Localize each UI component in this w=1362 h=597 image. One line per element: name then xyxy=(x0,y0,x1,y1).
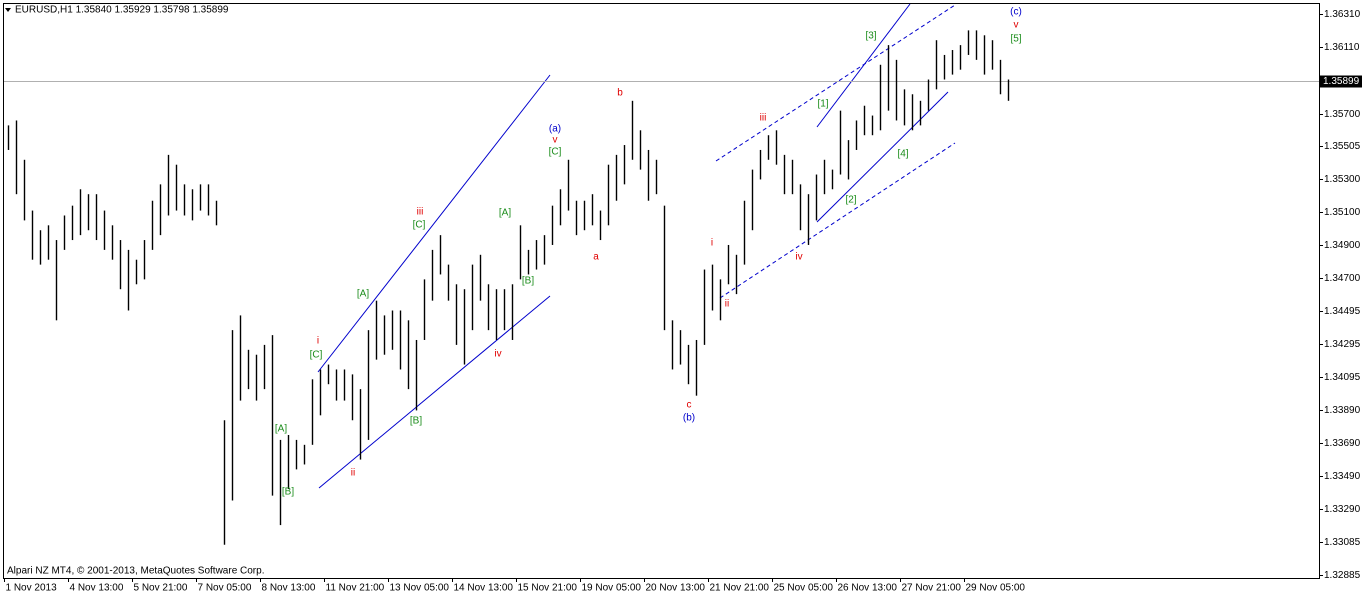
y-tick-label: 1.35700 xyxy=(1324,109,1361,120)
trend-line xyxy=(816,3,911,128)
trend-line xyxy=(816,91,949,223)
wave-label: a xyxy=(593,252,599,263)
x-tick-label: 11 Nov 21:00 xyxy=(326,583,385,594)
wave-label: (a) xyxy=(549,124,561,135)
wave-label: [3] xyxy=(865,31,876,42)
x-tick-label: 25 Nov 05:00 xyxy=(774,583,834,594)
menu-arrow[interactable] xyxy=(5,8,11,12)
y-tick-label: 1.35505 xyxy=(1324,141,1361,152)
x-tick-label: 26 Nov 13:00 xyxy=(838,583,898,594)
trend-line xyxy=(318,295,551,489)
x-tick-label: 13 Nov 05:00 xyxy=(390,583,450,594)
x-tick-label: 4 Nov 13:00 xyxy=(70,583,124,594)
last-price-label: 1.35899 xyxy=(1323,76,1360,87)
y-tick-label: 1.33085 xyxy=(1324,537,1361,548)
wave-label: [2] xyxy=(845,195,856,206)
x-tick-label: 29 Nov 05:00 xyxy=(966,583,1026,594)
y-tick-label: 1.34095 xyxy=(1324,372,1361,383)
y-tick-label: 1.32885 xyxy=(1324,570,1361,581)
wave-label: v xyxy=(1014,20,1019,31)
trend-lines xyxy=(317,3,956,489)
y-tick-label: 1.36310 xyxy=(1324,9,1361,20)
wave-label: [4] xyxy=(897,149,908,160)
wave-label: [C] xyxy=(310,350,323,361)
y-tick-label: 1.34495 xyxy=(1324,306,1361,317)
wave-label: [B] xyxy=(282,487,294,498)
y-tick-label: 1.34295 xyxy=(1324,339,1361,350)
x-tick-label: 27 Nov 21:00 xyxy=(902,583,962,594)
wave-label: i xyxy=(711,238,713,249)
wave-label: i xyxy=(317,336,319,347)
wave-label: [1] xyxy=(817,99,828,110)
wave-label: [B] xyxy=(410,416,422,427)
wave-label: (b) xyxy=(683,413,695,424)
chart-title: EURUSD,H1 1.35840 1.35929 1.35798 1.3589… xyxy=(15,5,229,16)
footer: Alpari NZ MT4, © 2001-2013, MetaQuotes S… xyxy=(7,566,264,577)
y-tick-label: 1.33890 xyxy=(1324,405,1361,416)
wave-label: ii xyxy=(725,299,729,310)
y-tick-label: 1.33690 xyxy=(1324,438,1361,449)
wave-label: iv xyxy=(494,349,501,360)
y-tick-label: 1.34900 xyxy=(1324,240,1361,251)
y-tick-label: 1.33490 xyxy=(1324,471,1361,482)
x-tick-label: 14 Nov 13:00 xyxy=(454,583,514,594)
wave-label: [A] xyxy=(357,289,369,300)
wave-label: [C] xyxy=(413,220,426,231)
x-tick-label: 15 Nov 21:00 xyxy=(518,583,578,594)
last-price-box xyxy=(1320,75,1362,88)
plot-frame xyxy=(3,3,1320,579)
wave-label: [A] xyxy=(275,424,287,435)
wave-label: b xyxy=(617,88,623,99)
y-tick-label: 1.35100 xyxy=(1324,207,1361,218)
y-tick-label: 1.35300 xyxy=(1324,174,1361,185)
channel-line xyxy=(715,4,956,162)
x-tick-label: 8 Nov 13:00 xyxy=(262,583,316,594)
wave-label: [5] xyxy=(1010,34,1021,45)
wave-label: v xyxy=(553,135,558,146)
x-tick-label: 1 Nov 2013 xyxy=(6,583,58,594)
x-tick-label: 5 Nov 21:00 xyxy=(134,583,188,594)
y-tick-label: 1.33290 xyxy=(1324,504,1361,515)
y-tick-label: 1.34700 xyxy=(1324,273,1361,284)
channel-line xyxy=(719,142,956,299)
trend-line xyxy=(317,74,551,373)
wave-label: iv xyxy=(795,252,802,263)
wave-label: [A] xyxy=(499,208,511,219)
wave-label: c xyxy=(687,400,692,411)
x-tick-label: 20 Nov 13:00 xyxy=(646,583,706,594)
y-tick-label: 1.36110 xyxy=(1324,42,1360,53)
wave-label: ii xyxy=(351,468,355,479)
x-tick-label: 21 Nov 21:00 xyxy=(710,583,770,594)
wave-label: (c) xyxy=(1010,7,1022,18)
x-tick-label: 19 Nov 05:00 xyxy=(582,583,642,594)
x-tick-label: 7 Nov 05:00 xyxy=(198,583,252,594)
wave-label: [C] xyxy=(549,147,562,158)
wave-label: [B] xyxy=(522,276,534,287)
wave-label: iii xyxy=(760,113,767,124)
wave-label: iii xyxy=(417,207,424,218)
